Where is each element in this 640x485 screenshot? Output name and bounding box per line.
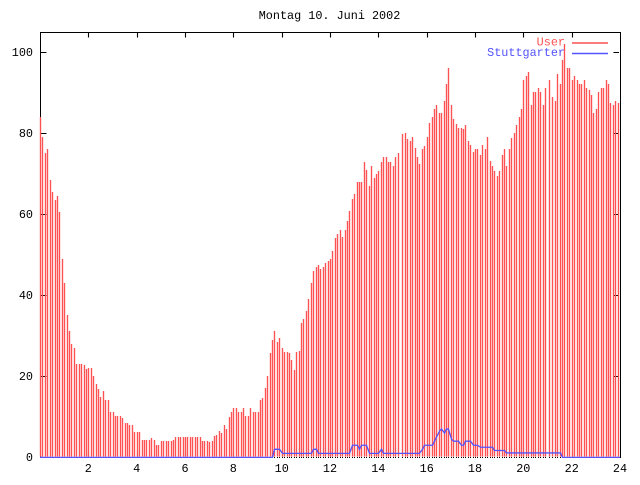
svg-text:14: 14 [371, 462, 385, 476]
svg-text:20: 20 [516, 462, 530, 476]
svg-text:User: User [537, 35, 565, 49]
svg-text:4: 4 [133, 462, 140, 476]
svg-text:20: 20 [19, 370, 33, 384]
svg-text:Montag 10. Juni 2002: Montag 10. Juni 2002 [259, 9, 401, 23]
svg-text:8: 8 [230, 462, 237, 476]
svg-text:22: 22 [565, 462, 579, 476]
svg-text:12: 12 [323, 462, 337, 476]
svg-text:24: 24 [613, 462, 627, 476]
svg-text:16: 16 [420, 462, 434, 476]
svg-text:Stuttgarter: Stuttgarter [487, 46, 565, 60]
svg-text:40: 40 [19, 289, 33, 303]
svg-text:100: 100 [12, 46, 33, 60]
svg-text:80: 80 [19, 127, 33, 141]
svg-text:10: 10 [275, 462, 289, 476]
svg-text:60: 60 [19, 208, 33, 222]
svg-text:18: 18 [468, 462, 482, 476]
svg-text:6: 6 [181, 462, 188, 476]
svg-text:2: 2 [85, 462, 92, 476]
svg-text:0: 0 [26, 451, 33, 465]
